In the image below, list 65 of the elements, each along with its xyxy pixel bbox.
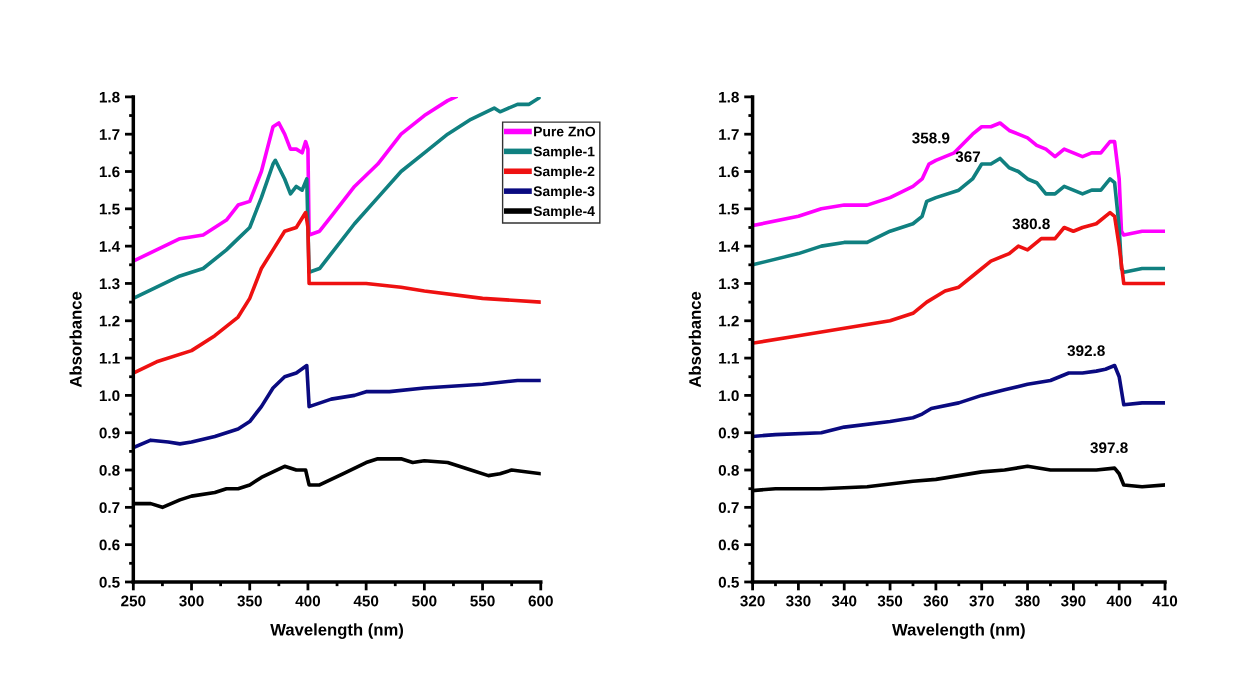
y-tick-label: 1.0	[719, 390, 739, 402]
y-tick-label: 1.7	[719, 129, 739, 140]
y-tick-label: 1.5	[719, 203, 739, 215]
y-tick-label: 1.1	[719, 353, 739, 364]
x-axis-title: Wavelength (nm)	[892, 623, 1025, 639]
x-tick-label: 250	[121, 595, 146, 607]
y-tick-label: 1.3	[99, 278, 120, 290]
x-tick-label: 400	[295, 595, 321, 607]
x-tick-label: 350	[237, 595, 262, 607]
y-tick-label: 0.7	[718, 502, 739, 514]
x-tick-label: 380	[1015, 595, 1040, 607]
x-tick-label: 390	[1060, 595, 1086, 607]
x-axis-title: Wavelength (nm)	[270, 623, 404, 639]
x-tick-label: 350	[877, 595, 903, 607]
y-tick-label: 0.9	[99, 427, 120, 439]
y-axis-title: Absorbance	[69, 291, 82, 388]
legend-label: Pure ZnO	[534, 126, 596, 137]
y-tick-label: 1.6	[99, 166, 120, 178]
line-series	[752, 121, 1166, 237]
y-tick-label: 1.0	[99, 390, 120, 402]
y-tick-label: 0.8	[718, 464, 739, 476]
y-tick-label: 0.8	[99, 464, 120, 476]
y-tick-label: 1.8	[719, 91, 739, 103]
x-tick-label: 550	[470, 595, 495, 607]
x-tick-label: 300	[179, 595, 204, 607]
annotation: 380.8	[1012, 218, 1050, 230]
y-axis-title: Absorbance	[688, 291, 701, 388]
annotation: 397.8	[1090, 442, 1128, 454]
y-tick-label: 0.5	[718, 576, 739, 588]
y-tick-label: 0.6	[99, 539, 120, 551]
y-tick-label: 1.2	[719, 315, 739, 327]
y-tick-label: 1.1	[99, 353, 120, 364]
y-tick-label: 1.5	[99, 203, 120, 215]
y-tick-label: 1.2	[99, 315, 120, 327]
legend-label: Sample-4	[533, 205, 595, 219]
x-tick-label: 410	[1152, 595, 1178, 607]
y-tick-label: 0.6	[718, 539, 739, 551]
x-tick-label: 500	[412, 595, 437, 607]
line-series	[133, 96, 458, 263]
y-tick-label: 1.4	[99, 241, 121, 252]
legend-label: Sample-3	[533, 185, 595, 199]
y-tick-label: 1.3	[719, 278, 739, 290]
y-tick-label: 0.7	[99, 502, 120, 514]
x-tick-label: 450	[353, 595, 379, 607]
y-tick-label: 1.4	[719, 241, 740, 252]
y-tick-label: 1.8	[99, 91, 120, 103]
line-series	[752, 363, 1166, 439]
annotation: 392.8	[1067, 345, 1105, 357]
y-tick-label: 1.6	[719, 166, 739, 178]
legend-label: Sample-2	[533, 166, 595, 179]
x-tick-label: 600	[528, 595, 553, 607]
x-tick-label: 340	[831, 595, 857, 607]
x-tick-label: 370	[969, 595, 994, 607]
annotation: 358.9	[912, 132, 950, 144]
x-tick-label: 400	[1106, 595, 1132, 607]
line-series	[133, 363, 541, 450]
x-tick-label: 360	[923, 595, 948, 607]
y-tick-label: 1.7	[99, 129, 120, 140]
x-tick-label: 330	[786, 595, 811, 607]
annotation: 367	[955, 151, 981, 163]
y-tick-label: 0.9	[718, 427, 739, 439]
line-series	[752, 210, 1166, 345]
x-tick-label: 320	[740, 595, 765, 607]
y-tick-label: 0.5	[99, 576, 120, 588]
legend-label: Sample-1	[533, 146, 595, 160]
